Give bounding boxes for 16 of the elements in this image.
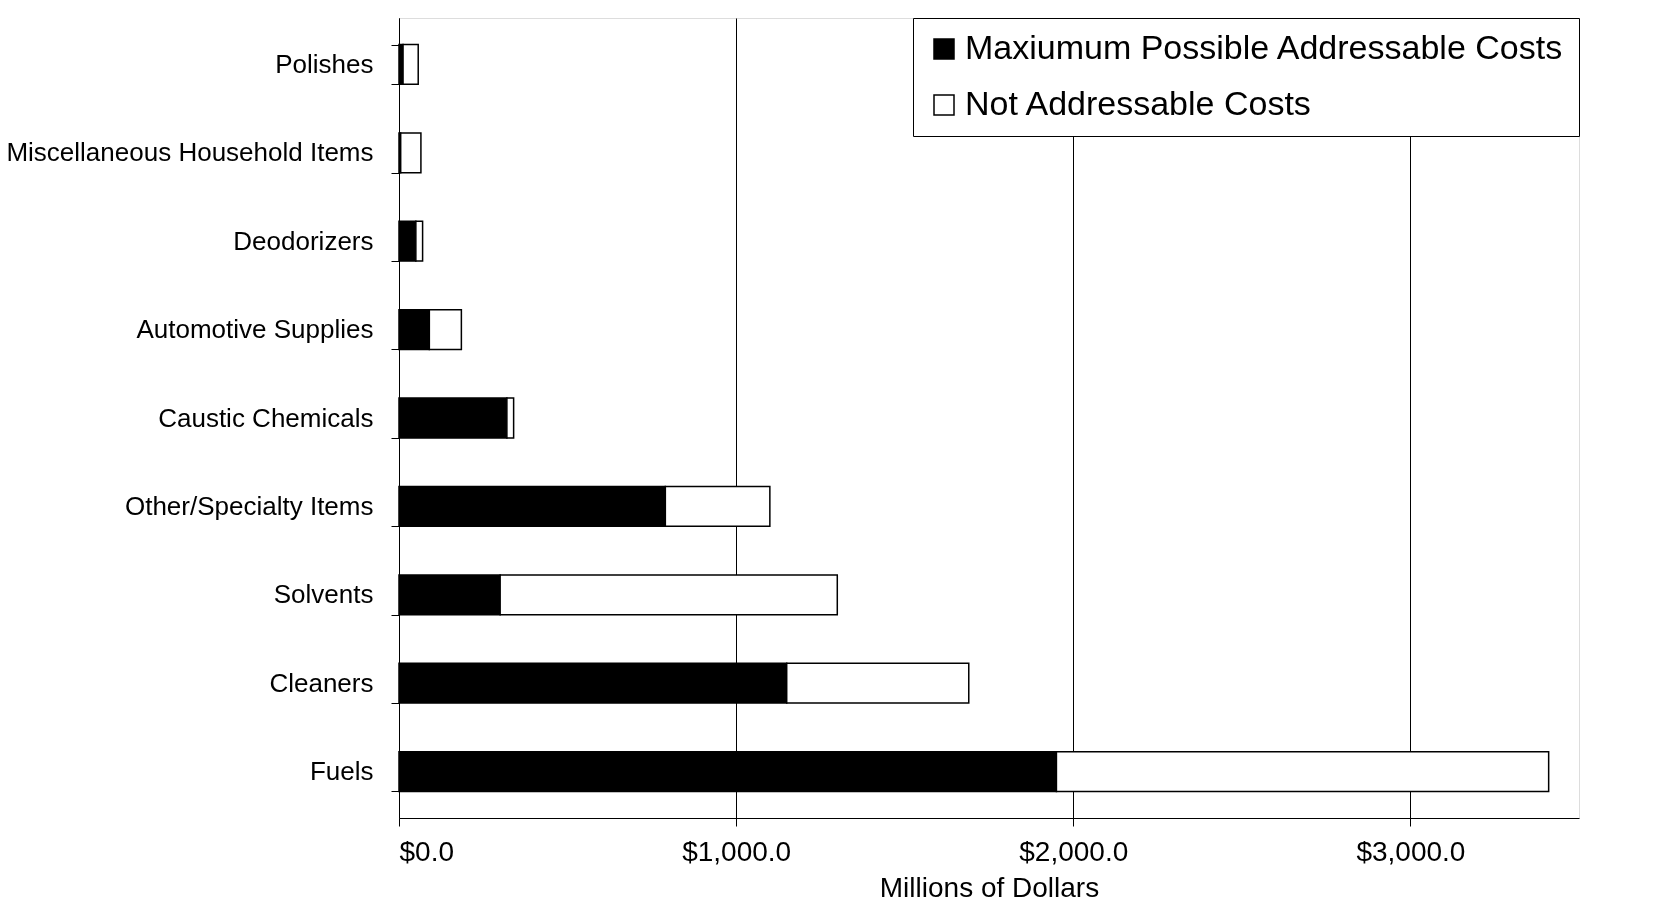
x-tick-label: $2,000.0 <box>1019 835 1129 867</box>
legend-label: Maxiumum Possible Addressable Costs <box>965 28 1563 66</box>
y-tick-label: Miscellaneous Household Items <box>6 137 374 168</box>
y-tick-label: Caustic Chemicals <box>158 402 374 433</box>
y-tick-label: Other/Specialty Items <box>124 490 374 521</box>
y-tick-label: Deodorizers <box>233 225 374 256</box>
x-tick-label: $1,000.0 <box>682 835 792 867</box>
legend-label: Not Addressable Costs <box>965 84 1311 122</box>
y-tick-label: Fuels <box>309 756 374 787</box>
y-tick-label: Cleaners <box>269 667 374 698</box>
x-tick-label: $3,000.0 <box>1356 835 1466 867</box>
x-tick-label: $0.0 <box>399 835 454 867</box>
x-axis-title: Millions of Dollars <box>879 871 1100 903</box>
y-tick-label: Automotive Supplies <box>136 314 374 345</box>
y-tick-label: Solvents <box>273 579 374 610</box>
y-tick-label: Polishes <box>275 48 374 79</box>
